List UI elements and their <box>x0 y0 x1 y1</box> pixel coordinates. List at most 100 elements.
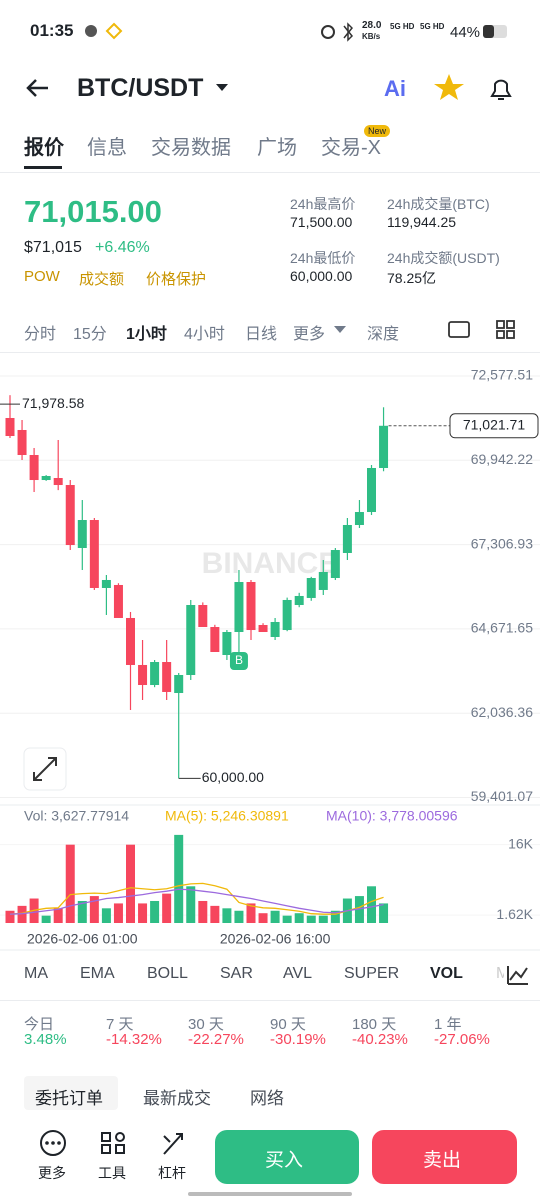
ai-button[interactable]: Ai <box>384 76 406 101</box>
y-tick-label: 69,942.22 <box>471 451 533 467</box>
volume-bar <box>17 905 27 923</box>
period-label: 7 天 <box>106 1016 134 1033</box>
order-tab[interactable]: 最新成交 <box>143 1089 211 1108</box>
indicator[interactable]: M <box>496 965 504 982</box>
bt-icon <box>343 22 354 42</box>
candle-body <box>17 429 27 456</box>
tab[interactable]: 交易数据 <box>151 137 231 159</box>
volume-bar <box>210 905 220 923</box>
signal-2: 5G HD <box>420 22 445 31</box>
buy-button[interactable] <box>215 1130 359 1184</box>
last-price-box <box>449 413 539 439</box>
candle-body <box>150 662 160 686</box>
last-price: 71,015.00 <box>24 194 162 229</box>
volume-bar <box>5 910 15 923</box>
volume-bar <box>222 908 232 923</box>
period-label: 30 天 <box>188 1016 224 1033</box>
volume-bar <box>294 913 304 923</box>
divider <box>0 352 540 353</box>
indicator[interactable]: SAR <box>220 965 253 982</box>
interval[interactable]: 深度 <box>367 326 400 343</box>
y-tick-label: 67,306.93 <box>471 535 533 551</box>
indicator[interactable]: BOLL <box>147 965 188 982</box>
buy-label[interactable]: 买入 <box>265 1150 304 1171</box>
candle-body <box>246 582 256 631</box>
volume-bar <box>330 910 340 923</box>
volume-bar <box>282 915 292 923</box>
sell-label[interactable]: 卖出 <box>423 1150 462 1171</box>
tools-icon[interactable] <box>101 1132 125 1154</box>
battery-percent: 44% <box>450 24 481 41</box>
indicator[interactable]: EMA <box>80 965 115 982</box>
stat-value: 119,944.25 <box>387 214 457 230</box>
candle-body <box>101 579 111 588</box>
bell-icon[interactable] <box>490 79 512 100</box>
layout-icon[interactable] <box>496 320 515 339</box>
volume-bar <box>258 913 268 923</box>
interval[interactable]: 4小时 <box>184 326 225 343</box>
divider <box>0 172 540 173</box>
net-speed-unit: KB/s <box>362 32 381 41</box>
tab[interactable]: 报价 <box>24 137 64 159</box>
tab[interactable]: 交易-X <box>321 137 381 159</box>
candle-body <box>138 664 148 686</box>
tab[interactable]: 信息 <box>87 137 127 159</box>
order-tab[interactable]: 委托订单 <box>35 1089 103 1108</box>
volume-bar <box>186 886 196 923</box>
sell-button[interactable] <box>372 1130 517 1184</box>
trade-marker <box>229 651 248 670</box>
msg-icon <box>85 25 97 37</box>
ma10-legend: MA(10): 3,778.00596 <box>326 808 458 824</box>
new-badge: New <box>364 125 391 137</box>
interval[interactable]: 日线 <box>245 326 278 343</box>
order-tab[interactable]: 网络 <box>250 1089 284 1108</box>
interval[interactable]: 更多 <box>293 326 326 343</box>
symbol[interactable]: BTC/USDT <box>77 74 204 102</box>
candle-body <box>29 455 39 481</box>
volume-bar <box>306 915 316 923</box>
x-tick-label: 2026-02-06 01:00 <box>27 931 138 947</box>
indicator[interactable]: SUPER <box>344 965 400 982</box>
more-icon[interactable] <box>40 1130 66 1156</box>
interval[interactable]: 15分 <box>73 326 107 343</box>
tag[interactable]: 成交额 <box>79 271 125 288</box>
leverage-icon[interactable] <box>163 1133 183 1155</box>
trade-marker-label: B <box>235 653 243 667</box>
candle-body <box>77 520 87 548</box>
candle-body <box>126 617 135 665</box>
candle-body <box>65 485 75 546</box>
chart-settings-icon[interactable] <box>507 966 528 985</box>
more-dots <box>45 1141 61 1145</box>
more-dropdown[interactable] <box>334 326 346 333</box>
indicator[interactable]: AVL <box>283 965 313 982</box>
back-icon[interactable] <box>26 79 48 97</box>
tag[interactable]: POW <box>24 268 60 285</box>
volume-bar <box>198 900 208 923</box>
candle-body <box>5 417 15 437</box>
candle-body <box>222 632 232 656</box>
symbol-dropdown[interactable] <box>216 84 228 91</box>
period-label: 今日 <box>24 1016 55 1033</box>
low-label: 60,000.00 <box>202 769 264 785</box>
y-tick-label: 64,671.65 <box>471 620 533 636</box>
candle-body <box>89 520 99 588</box>
indicator[interactable]: MA <box>24 965 48 982</box>
volume-tick-label: 1.62K <box>496 906 533 922</box>
battery-level <box>483 25 494 38</box>
candle-body <box>282 599 292 631</box>
settings-icon[interactable] <box>448 321 470 338</box>
interval[interactable]: 1小时 <box>126 326 167 343</box>
interval[interactable]: 分时 <box>24 326 57 343</box>
net-speed: 28.0 <box>362 20 382 31</box>
tag[interactable]: 价格保护 <box>146 271 207 288</box>
indicator[interactable]: VOL <box>430 965 463 982</box>
ma5-legend: MA(5): 5,246.30891 <box>165 808 289 824</box>
stat-label: 24h最低价 <box>290 250 356 266</box>
volume-bar <box>138 903 148 923</box>
favorite-star[interactable] <box>434 74 464 100</box>
period-value: -27.06% <box>434 1031 490 1048</box>
stat-label: 24h最高价 <box>290 196 356 212</box>
tab[interactable]: 广场 <box>257 137 297 159</box>
